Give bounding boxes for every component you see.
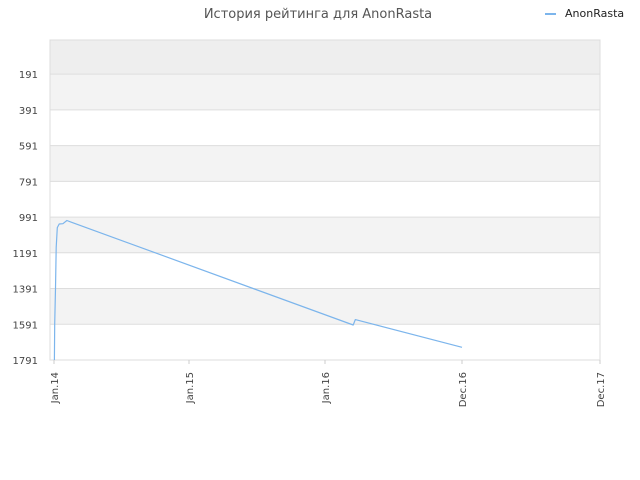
plot-bands — [50, 40, 600, 360]
series-layer — [53, 219, 463, 361]
plot-band — [50, 74, 600, 110]
chart-title: История рейтинга для AnonRasta — [204, 7, 432, 22]
plot-band — [50, 217, 600, 253]
y-tick-label: 791 — [19, 177, 38, 188]
y-tick-label: 391 — [19, 106, 38, 117]
y-tick-label: 1791 — [13, 356, 38, 367]
x-tick-label: Jan.15 — [185, 372, 196, 404]
plot-band — [50, 288, 600, 325]
plot-band — [50, 40, 600, 75]
y-tick-label: 191 — [19, 70, 38, 81]
plot-band — [50, 145, 600, 182]
x-tick-label: Dec.16 — [458, 372, 469, 407]
y-axis-ticks: 191 391 591 791 991 1191 1391 1591 1791 — [13, 70, 38, 367]
y-tick-label: 591 — [19, 142, 38, 153]
legend[interactable]: AnonRasta — [545, 7, 624, 20]
plot-band — [50, 109, 600, 146]
plot-band — [50, 252, 600, 289]
x-axis-ticks: Jan.14 Jan.15 Jan.16 Dec.16 Dec.17 — [50, 360, 607, 407]
y-tick-label: 991 — [19, 213, 38, 224]
x-tick-label: Jan.14 — [50, 372, 61, 404]
legend-label-anonrasta[interactable]: AnonRasta — [565, 7, 624, 20]
x-tick-label: Dec.17 — [596, 372, 607, 407]
x-tick-label: Jan.16 — [321, 372, 332, 404]
series-line-anonrasta[interactable] — [53, 219, 463, 361]
y-tick-label: 1591 — [13, 320, 38, 331]
plot-band — [50, 324, 600, 360]
y-tick-label: 1191 — [13, 249, 38, 260]
plot-band — [50, 181, 600, 218]
y-tick-label: 1391 — [13, 285, 38, 296]
